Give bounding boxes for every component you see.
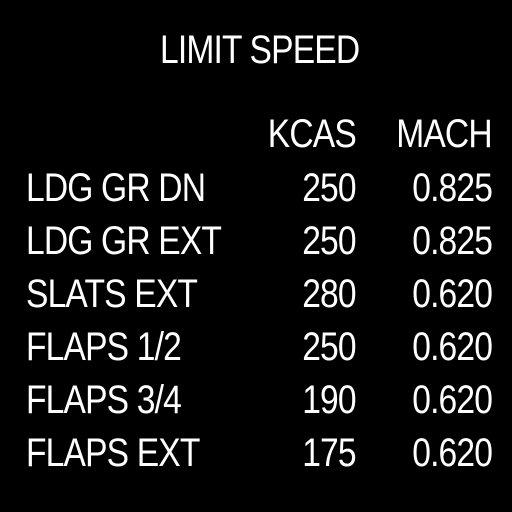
column-header-kcas: KCAS xyxy=(267,112,357,156)
row-kcas-value: 250 xyxy=(302,325,356,369)
row-mach-value: 0.620 xyxy=(412,378,493,422)
row-mach-value: 0.825 xyxy=(412,219,493,263)
row-kcas-value: 175 xyxy=(302,431,356,475)
row-mach-value: 0.620 xyxy=(412,325,493,369)
table-row: LDG GR DN 250 0.825 xyxy=(0,164,512,217)
row-label: LDG GR DN xyxy=(26,166,206,210)
row-kcas-value: 280 xyxy=(302,272,356,316)
row-label: FLAPS EXT xyxy=(26,431,200,475)
row-mach-value: 0.620 xyxy=(412,272,493,316)
row-label: FLAPS 1/2 xyxy=(26,325,182,369)
row-label: SLATS EXT xyxy=(26,272,198,316)
table-row: LDG GR EXT 250 0.825 xyxy=(0,217,512,270)
column-header-mach: MACH xyxy=(396,112,492,156)
row-mach-value: 0.620 xyxy=(412,431,493,475)
limit-speed-table: LDG GR DN 250 0.825 LDG GR EXT 250 0.825… xyxy=(0,164,512,482)
row-kcas-value: 190 xyxy=(302,378,356,422)
table-row: FLAPS 1/2 250 0.620 xyxy=(0,323,512,376)
table-row: FLAPS 3/4 190 0.620 xyxy=(0,376,512,429)
row-kcas-value: 250 xyxy=(302,166,356,210)
table-row: FLAPS EXT 175 0.620 xyxy=(0,429,512,482)
page-title: LIMIT SPEED xyxy=(160,28,360,72)
row-kcas-value: 250 xyxy=(302,219,356,263)
row-mach-value: 0.825 xyxy=(412,166,493,210)
table-row: SLATS EXT 280 0.620 xyxy=(0,270,512,323)
row-label: FLAPS 3/4 xyxy=(26,378,182,422)
row-label: LDG GR EXT xyxy=(26,219,222,263)
